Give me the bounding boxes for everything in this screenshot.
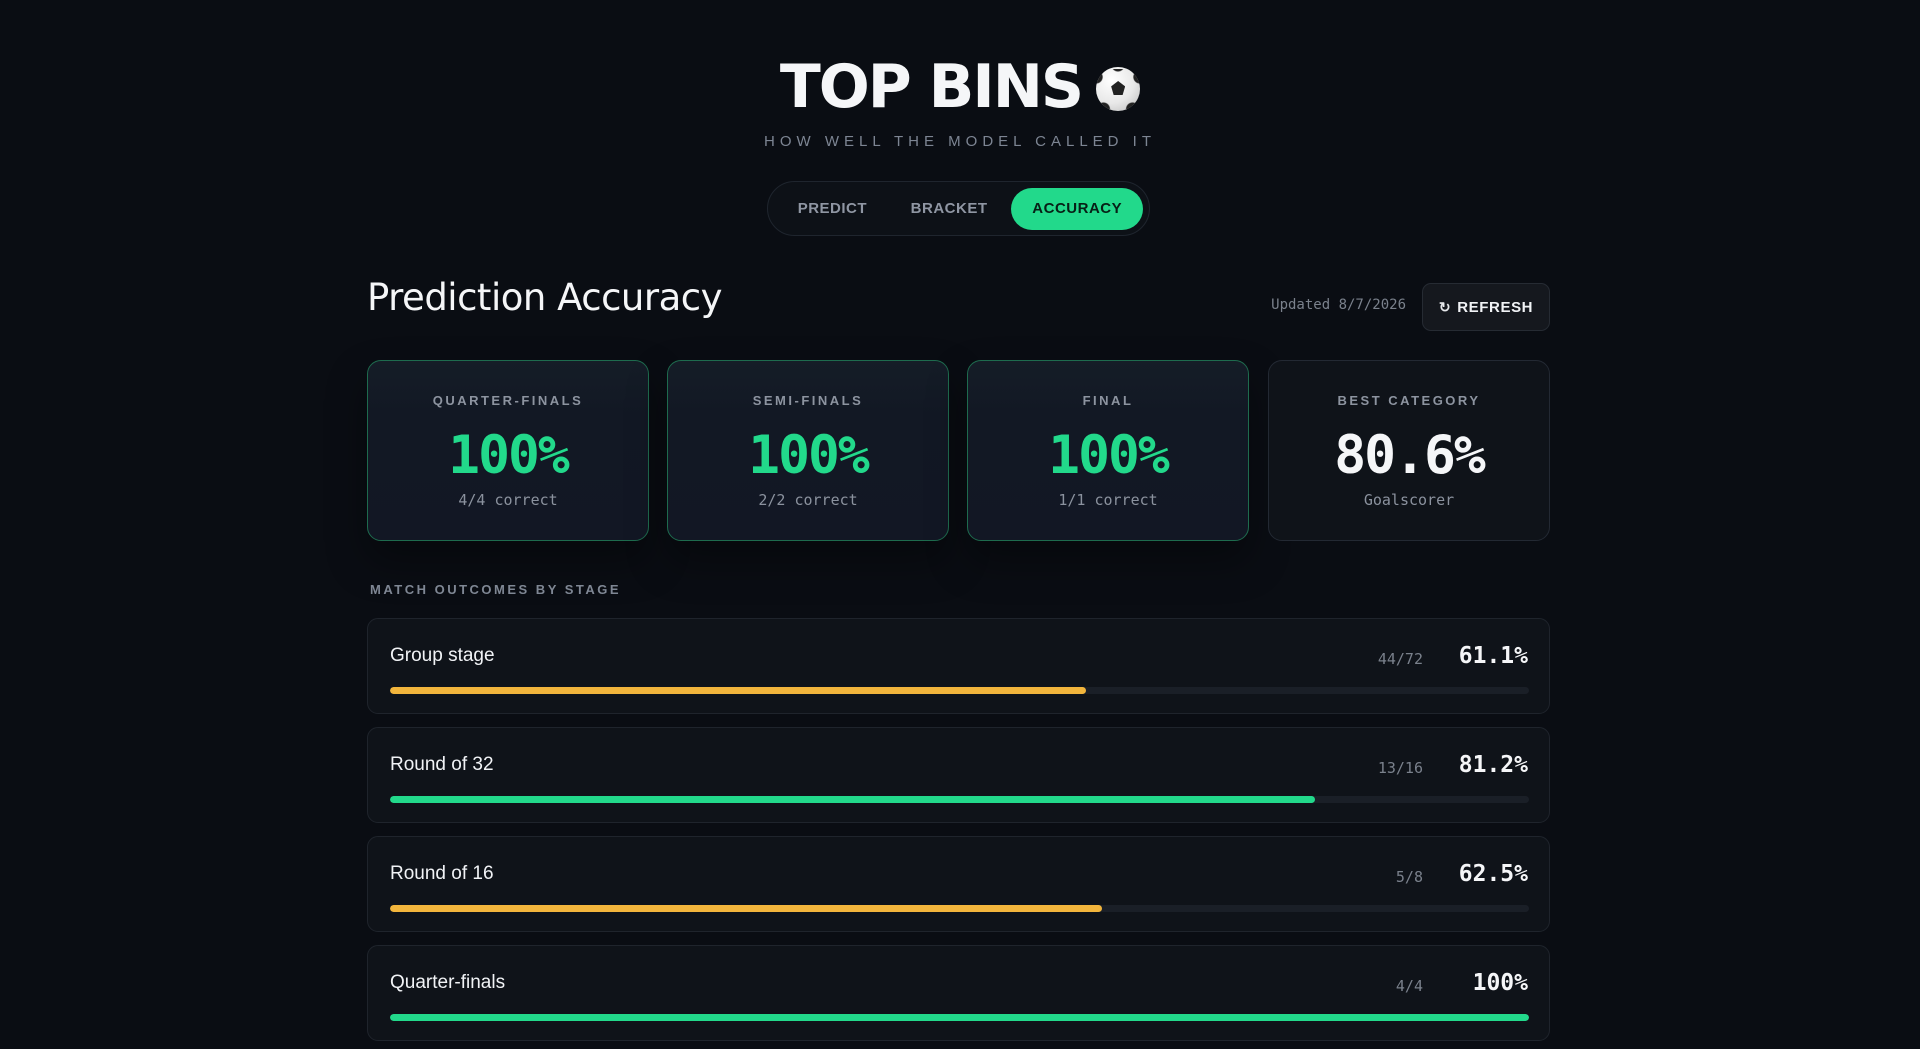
stat-card-value: 100% [748,425,870,486]
stat-card-best-category: BEST CATEGORY 80.6% Goalscorer [1268,360,1550,541]
soccer-ball-icon [1096,67,1141,111]
stat-card-value: 100% [1048,425,1170,486]
stage-name: Quarter-finals [390,972,506,993]
tab-predict[interactable]: PREDICT [797,200,868,217]
progress-track [390,687,1529,694]
stage-percentage: 81.2% [1458,752,1528,778]
stat-card-sub: 2/2 correct [758,491,858,509]
progress-track [390,796,1529,803]
progress-fill [390,1014,1529,1021]
stat-card-sub: Goalscorer [1363,491,1455,509]
stage-percentage: 61.1% [1458,643,1528,669]
stat-card-value: 80.6% [1334,425,1486,486]
stat-card-semi-finals: SEMI-FINALS 100% 2/2 correct [667,360,949,541]
stage-name: Group stage [390,645,495,666]
page-title: Prediction Accuracy [367,276,723,319]
stage-section-heading: MATCH OUTCOMES BY STAGE [370,582,622,597]
refresh-label: REFRESH [1457,298,1534,316]
stat-card-label: FINAL [1082,393,1134,408]
stat-card-sub: 4/4 correct [458,491,558,509]
stage-count: 4/4 [1395,977,1423,995]
tab-accuracy[interactable]: ACCURACY [1011,187,1143,230]
stat-card-sub: 1/1 correct [1058,491,1158,509]
progress-fill [390,687,1086,694]
stage-row-round-of-16: Round of 16 5/8 62.5% [367,836,1550,932]
brand-title: TOP BINS [779,52,1084,122]
progress-fill [390,905,1102,912]
refresh-button[interactable]: ↻ REFRESH [1422,283,1550,331]
stage-name: Round of 16 [390,863,494,884]
brand-subtitle: HOW WELL THE MODEL CALLED IT [764,133,1156,150]
stage-percentage: 62.5% [1458,861,1528,887]
stat-cards: QUARTER-FINALS 100% 4/4 correct SEMI-FIN… [367,360,1550,541]
stage-row-group-stage: Group stage 44/72 61.1% [367,618,1550,714]
stage-row-quarter-finals: Quarter-finals 4/4 100% [367,945,1550,1041]
progress-track [390,905,1529,912]
tab-bracket[interactable]: BRACKET [910,200,988,217]
refresh-icon: ↻ [1438,298,1452,315]
main-tabs: PREDICT BRACKET ACCURACY [767,181,1150,236]
stat-card-label: QUARTER-FINALS [432,393,584,408]
stage-name: Round of 32 [390,754,494,775]
stat-card-value: 100% [448,425,570,486]
progress-track [390,1014,1529,1021]
progress-fill [390,796,1315,803]
stat-card-label: SEMI-FINALS [752,393,864,408]
brand-header: TOP BINS [0,52,1920,122]
stat-card-label: BEST CATEGORY [1337,393,1481,408]
stage-count: 44/72 [1377,650,1423,668]
stat-card-final: FINAL 100% 1/1 correct [967,360,1249,541]
stage-row-round-of-32: Round of 32 13/16 81.2% [367,727,1550,823]
stage-count: 5/8 [1395,868,1423,886]
stat-card-quarter-finals: QUARTER-FINALS 100% 4/4 correct [367,360,649,541]
stage-count: 13/16 [1377,759,1423,777]
updated-timestamp: Updated 8/7/2026 [1271,297,1406,313]
stage-percentage: 100% [1472,970,1528,996]
